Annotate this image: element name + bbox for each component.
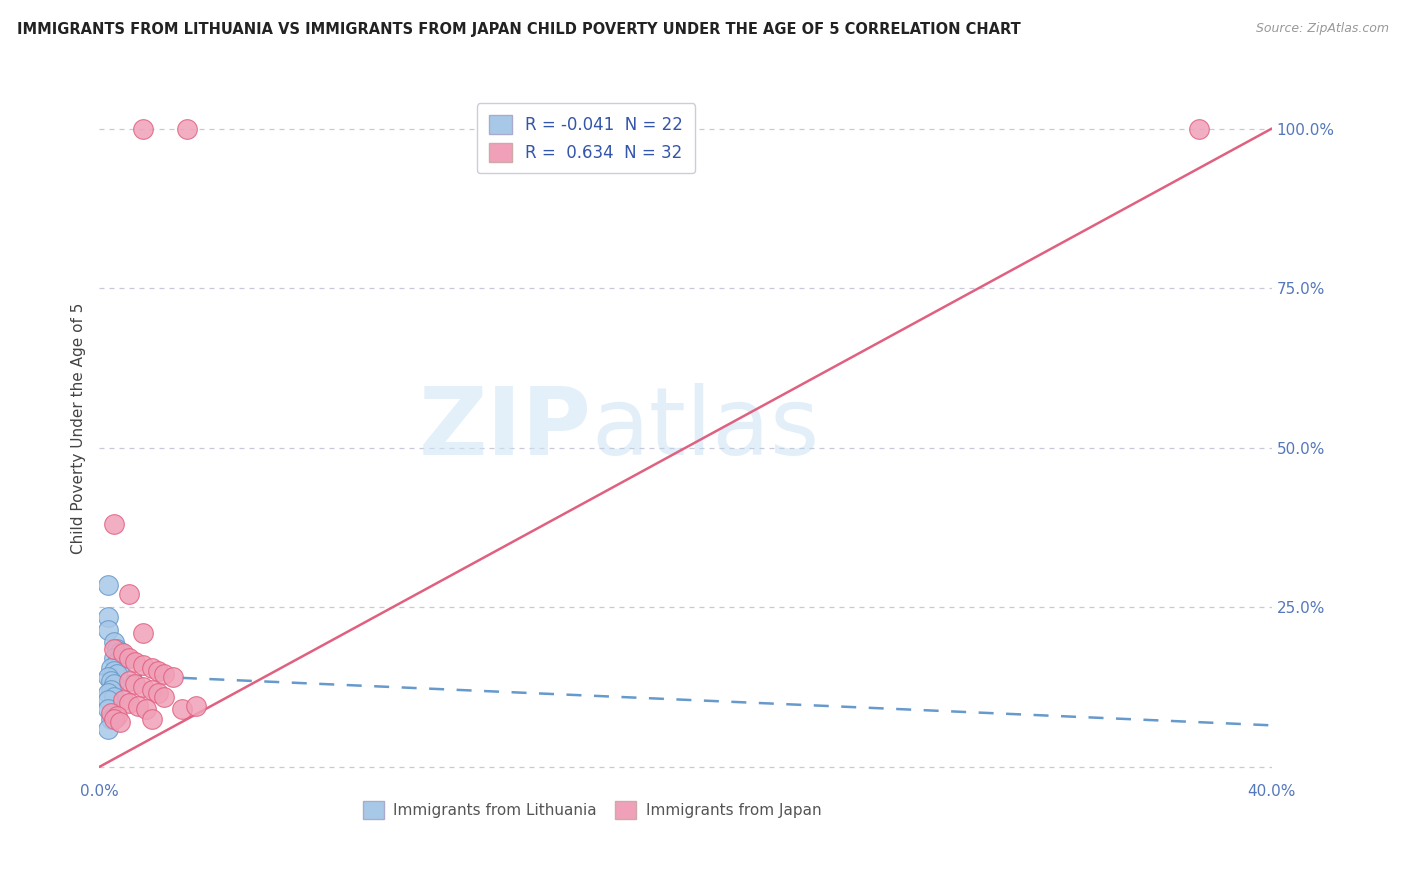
Point xyxy=(111,646,134,660)
Point xyxy=(124,677,146,691)
Point xyxy=(97,722,120,736)
Point xyxy=(132,680,155,694)
Text: Source: ZipAtlas.com: Source: ZipAtlas.com xyxy=(1256,22,1389,36)
Point xyxy=(118,587,141,601)
Point xyxy=(127,699,149,714)
Text: ZIP: ZIP xyxy=(419,383,592,475)
Point xyxy=(103,712,125,726)
Point xyxy=(105,641,128,656)
Point xyxy=(105,708,128,723)
Point xyxy=(132,121,155,136)
Point xyxy=(141,712,163,726)
Point xyxy=(103,517,125,532)
Point xyxy=(97,610,120,624)
Point xyxy=(132,625,155,640)
Point xyxy=(176,121,198,136)
Point xyxy=(153,690,176,704)
Point xyxy=(141,661,163,675)
Point xyxy=(132,657,155,672)
Point xyxy=(118,696,141,710)
Point xyxy=(97,686,120,700)
Point xyxy=(146,664,169,678)
Point xyxy=(118,651,141,665)
Point xyxy=(97,578,120,592)
Point xyxy=(186,699,208,714)
Text: IMMIGRANTS FROM LITHUANIA VS IMMIGRANTS FROM JAPAN CHILD POVERTY UNDER THE AGE O: IMMIGRANTS FROM LITHUANIA VS IMMIGRANTS … xyxy=(17,22,1021,37)
Y-axis label: Child Poverty Under the Age of 5: Child Poverty Under the Age of 5 xyxy=(72,303,86,554)
Point xyxy=(111,693,134,707)
Point xyxy=(105,667,128,681)
Point xyxy=(100,712,122,726)
Point xyxy=(103,690,125,704)
Point xyxy=(162,670,184,684)
Point xyxy=(135,702,157,716)
Point xyxy=(100,706,122,720)
Point xyxy=(97,623,120,637)
Point xyxy=(108,715,131,730)
Point xyxy=(97,670,120,684)
Point xyxy=(153,667,176,681)
Point xyxy=(103,635,125,649)
Point xyxy=(118,673,141,688)
Point xyxy=(108,645,131,659)
Text: atlas: atlas xyxy=(592,383,820,475)
Point xyxy=(103,677,125,691)
Point xyxy=(103,651,125,665)
Point xyxy=(100,673,122,688)
Point xyxy=(103,641,125,656)
Point xyxy=(105,655,128,669)
Point xyxy=(97,702,120,716)
Point xyxy=(103,664,125,678)
Point xyxy=(100,661,122,675)
Point xyxy=(146,686,169,700)
Legend: Immigrants from Lithuania, Immigrants from Japan: Immigrants from Lithuania, Immigrants fr… xyxy=(356,795,827,824)
Point xyxy=(124,655,146,669)
Point xyxy=(97,693,120,707)
Point xyxy=(108,657,131,672)
Point xyxy=(100,683,122,698)
Point xyxy=(141,683,163,698)
Point xyxy=(170,702,193,716)
Point xyxy=(1188,121,1211,136)
